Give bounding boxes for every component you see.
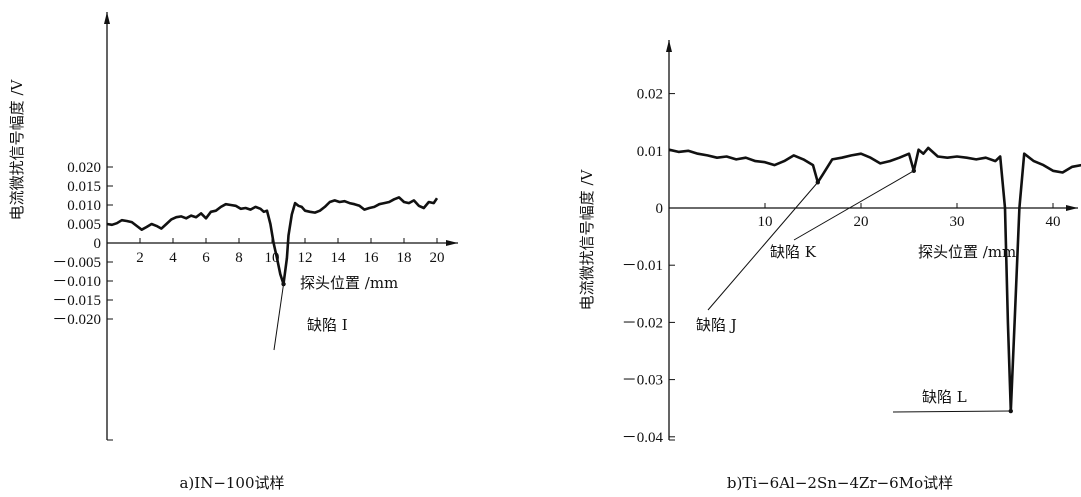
annotation-point (281, 281, 286, 287)
chart-a: a)IN−100试样 0.020 0.015 0.010 0.005 0 －0.005 －0… (8, 12, 458, 492)
y-tick-label: －0.04 (622, 430, 664, 446)
y-tick-label: 0 (656, 201, 664, 217)
annotation-label: 缺陷 I (307, 316, 348, 334)
x-tick-label: 40 (1046, 214, 1061, 230)
series-line (668, 146, 1081, 413)
y-tick-label: －0.03 (622, 373, 663, 389)
annotation-leader (273, 283, 285, 351)
chart-b: b)Ti−6Al−2Sn−4Zr−6Mo试样 0.02 0.01 0 －0.01 －0.… (578, 40, 1081, 492)
y-tick-label: －0.010 (52, 274, 101, 290)
annotation-leader (707, 181, 819, 311)
x-tick-label: 4 (169, 250, 177, 266)
x-axis-arrow (446, 240, 458, 246)
x-axis-label: 探头位置 /mm (918, 243, 1016, 261)
x-tick-label: 14 (331, 250, 347, 266)
x-axis-label: 探头位置 /mm (300, 274, 398, 292)
caption-b: b)Ti−6Al−2Sn−4Zr−6Mo试样 (727, 474, 953, 492)
y-axis-arrow (666, 40, 672, 52)
x-tick-label: 10 (758, 214, 773, 230)
annotation-label: 缺陷 K (770, 243, 817, 261)
annotation-leader (793, 170, 915, 241)
annotation-label: 缺陷 J (696, 316, 737, 334)
y-tick-label: －0.01 (622, 258, 663, 274)
y-tick-label: 0.01 (637, 144, 663, 160)
y-axis-label: 电流微扰信号幅度 /V (8, 79, 26, 221)
annotation-leader (892, 410, 1011, 413)
y-tick-label: －0.020 (52, 312, 101, 328)
y-tick-label: －0.005 (52, 255, 101, 271)
y-tick-label: 0 (94, 236, 102, 252)
annotation-point (1008, 408, 1013, 414)
x-tick-label: 20 (430, 250, 445, 266)
x-tick-label: 30 (950, 214, 965, 230)
y-tick-label: 0.02 (637, 87, 663, 103)
y-tick-label: －0.015 (52, 293, 101, 309)
y-tick-label: 0.015 (67, 179, 101, 195)
x-tick-label: 12 (298, 250, 313, 266)
annotation-label: 缺陷 L (922, 388, 967, 406)
x-tick-label: 18 (397, 250, 412, 266)
y-tick-label: 0.020 (67, 160, 101, 176)
series-line (106, 196, 439, 286)
x-tick-label: 16 (364, 250, 380, 266)
y-axis-label: 电流微扰信号幅度 /V (578, 169, 596, 311)
x-tick-label: 20 (854, 214, 869, 230)
y-tick-label: －0.02 (622, 315, 663, 331)
x-tick-label: 6 (202, 250, 210, 266)
x-tick-label: 2 (136, 250, 144, 266)
annotation-point (911, 168, 916, 174)
x-tick-label: 8 (235, 250, 243, 266)
annotation-point (815, 180, 820, 185)
y-axis-arrow (104, 12, 110, 24)
y-tick-label: 0.005 (67, 217, 101, 233)
y-tick-label: 0.010 (67, 198, 101, 214)
caption-a: a)IN−100试样 (179, 474, 284, 492)
x-axis-arrow (1066, 205, 1078, 211)
